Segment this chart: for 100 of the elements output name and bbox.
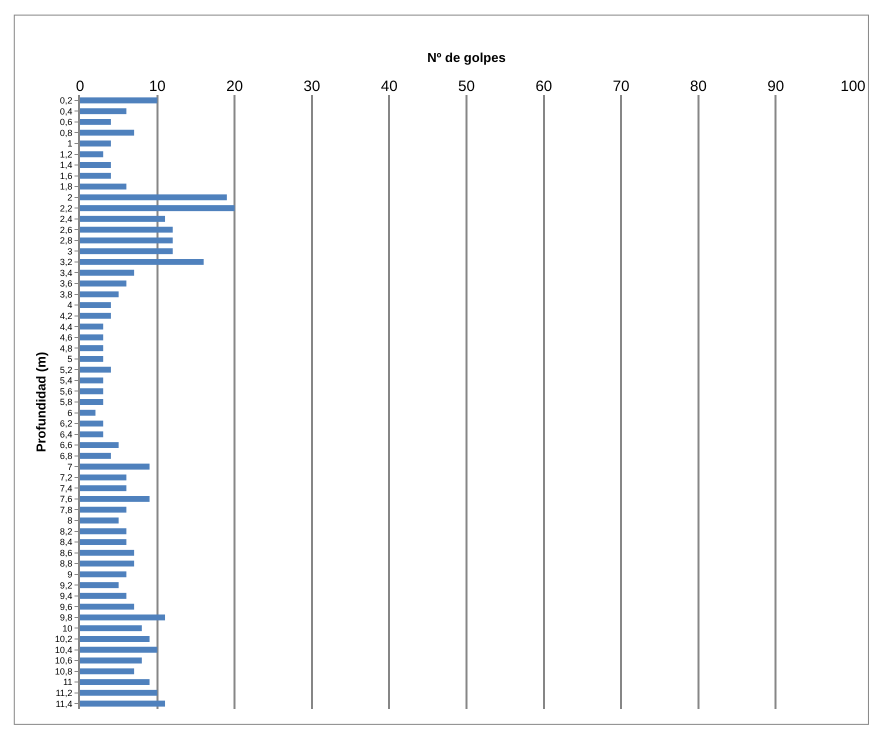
bar: [80, 550, 134, 556]
bar: [80, 442, 119, 448]
x-tick-label: 50: [458, 78, 475, 95]
y-tick-label: 11,4: [56, 698, 72, 709]
x-tick-label: 30: [304, 78, 320, 95]
y-tick-label: 9,8: [60, 612, 72, 623]
y-tick-label: 7,8: [60, 504, 72, 515]
bar: [80, 636, 150, 642]
bar: [80, 130, 134, 136]
y-tick-label: 10,4: [54, 644, 72, 655]
y-tick-label: 5: [67, 354, 72, 364]
x-tick-label: 0: [76, 78, 84, 95]
bar: [80, 302, 111, 308]
y-tick-label: 6,2: [60, 418, 72, 429]
bar: [80, 366, 111, 373]
x-tick-label: 10: [148, 78, 166, 95]
bar: [80, 388, 104, 394]
bar: [80, 420, 104, 427]
bar: [80, 582, 119, 588]
x-tick-label: 40: [380, 78, 398, 95]
y-tick-label: 2: [67, 192, 72, 202]
y-tick-label: 6,6: [60, 440, 72, 450]
y-tick-label: 6,8: [60, 451, 72, 462]
y-tick-label: 11,2: [56, 688, 72, 698]
bar: [80, 539, 126, 545]
bar: [80, 345, 104, 352]
bar: [80, 658, 142, 664]
y-tick-label: 3,8: [60, 289, 72, 300]
y-tick-label: 0,8: [60, 128, 72, 138]
bar: [80, 97, 158, 104]
y-tick-label: 1,6: [60, 170, 72, 181]
y-tick-label: 10: [62, 623, 72, 634]
y-tick-label: 0,4: [60, 106, 72, 116]
bar: [80, 259, 204, 265]
y-tick-label: 8,8: [60, 558, 72, 569]
bar: [80, 205, 235, 212]
y-tick-label: 10,8: [54, 666, 72, 676]
y-tick-label: 8: [67, 516, 72, 526]
bar: [80, 474, 126, 480]
bar: [80, 356, 104, 362]
y-tick-label: 3: [67, 246, 72, 256]
y-tick-label: 4,6: [60, 332, 72, 343]
bar: [80, 280, 126, 286]
bar: [80, 399, 104, 405]
y-tick-label: 2,2: [60, 203, 72, 214]
y-tick-label: 4,2: [60, 310, 72, 321]
x-tick-label: 80: [690, 78, 707, 95]
y-tick-label: 8,6: [60, 548, 72, 558]
bar: [80, 518, 119, 524]
bar: [80, 140, 111, 146]
bar: [80, 108, 126, 114]
bar: [80, 216, 166, 222]
bar: [80, 571, 126, 578]
y-tick-label: 5,4: [60, 376, 72, 386]
bar: [80, 312, 111, 319]
bar: [80, 431, 104, 438]
bar: [80, 528, 126, 534]
y-tick-label: 9,2: [60, 580, 72, 590]
bar: [80, 592, 126, 599]
x-tick-label: 100: [840, 78, 866, 95]
y-tick-label: 5,6: [60, 386, 72, 396]
y-tick-label: 0,6: [60, 117, 72, 128]
y-tick-label: 5,2: [60, 364, 72, 375]
bar: [80, 646, 158, 653]
y-tick-label: 0,2: [60, 96, 72, 106]
bar: [80, 184, 126, 190]
bar: [80, 506, 126, 513]
bar: [80, 270, 134, 276]
bar: [80, 226, 173, 233]
y-tick-label: 1,4: [60, 160, 72, 170]
bar: [80, 410, 96, 416]
y-tick-label: 7,4: [60, 483, 72, 494]
y-tick-label: 3,6: [60, 278, 72, 289]
y-tick-label: 1: [67, 138, 72, 149]
bar: [80, 334, 104, 340]
y-tick-label: 1,8: [60, 182, 72, 192]
y-tick-label: 2,8: [60, 236, 72, 246]
y-tick-label: 7: [67, 462, 72, 472]
x-axis-title: Nº de golpes: [427, 50, 506, 65]
bar: [80, 690, 158, 696]
bar: [80, 194, 227, 200]
bar: [80, 291, 119, 298]
y-axis-title: Profundidad (m): [33, 352, 48, 452]
bar: [80, 377, 104, 384]
bar: [80, 118, 111, 125]
y-tick-label: 3,2: [60, 257, 72, 268]
x-tick-label: 20: [226, 78, 243, 95]
bar: [80, 679, 150, 686]
y-tick-label: 9: [67, 570, 72, 580]
y-tick-label: 2,4: [60, 214, 72, 224]
bar: [80, 485, 126, 492]
y-tick-label: 4,4: [60, 322, 72, 332]
bar: [80, 700, 166, 707]
bar: [80, 452, 111, 459]
y-tick-label: 10,2: [54, 634, 72, 644]
bar: [80, 496, 150, 502]
bar: [80, 237, 173, 244]
y-tick-label: 9,6: [60, 602, 72, 612]
bar: [80, 172, 111, 179]
y-tick-label: 8,2: [60, 526, 72, 536]
